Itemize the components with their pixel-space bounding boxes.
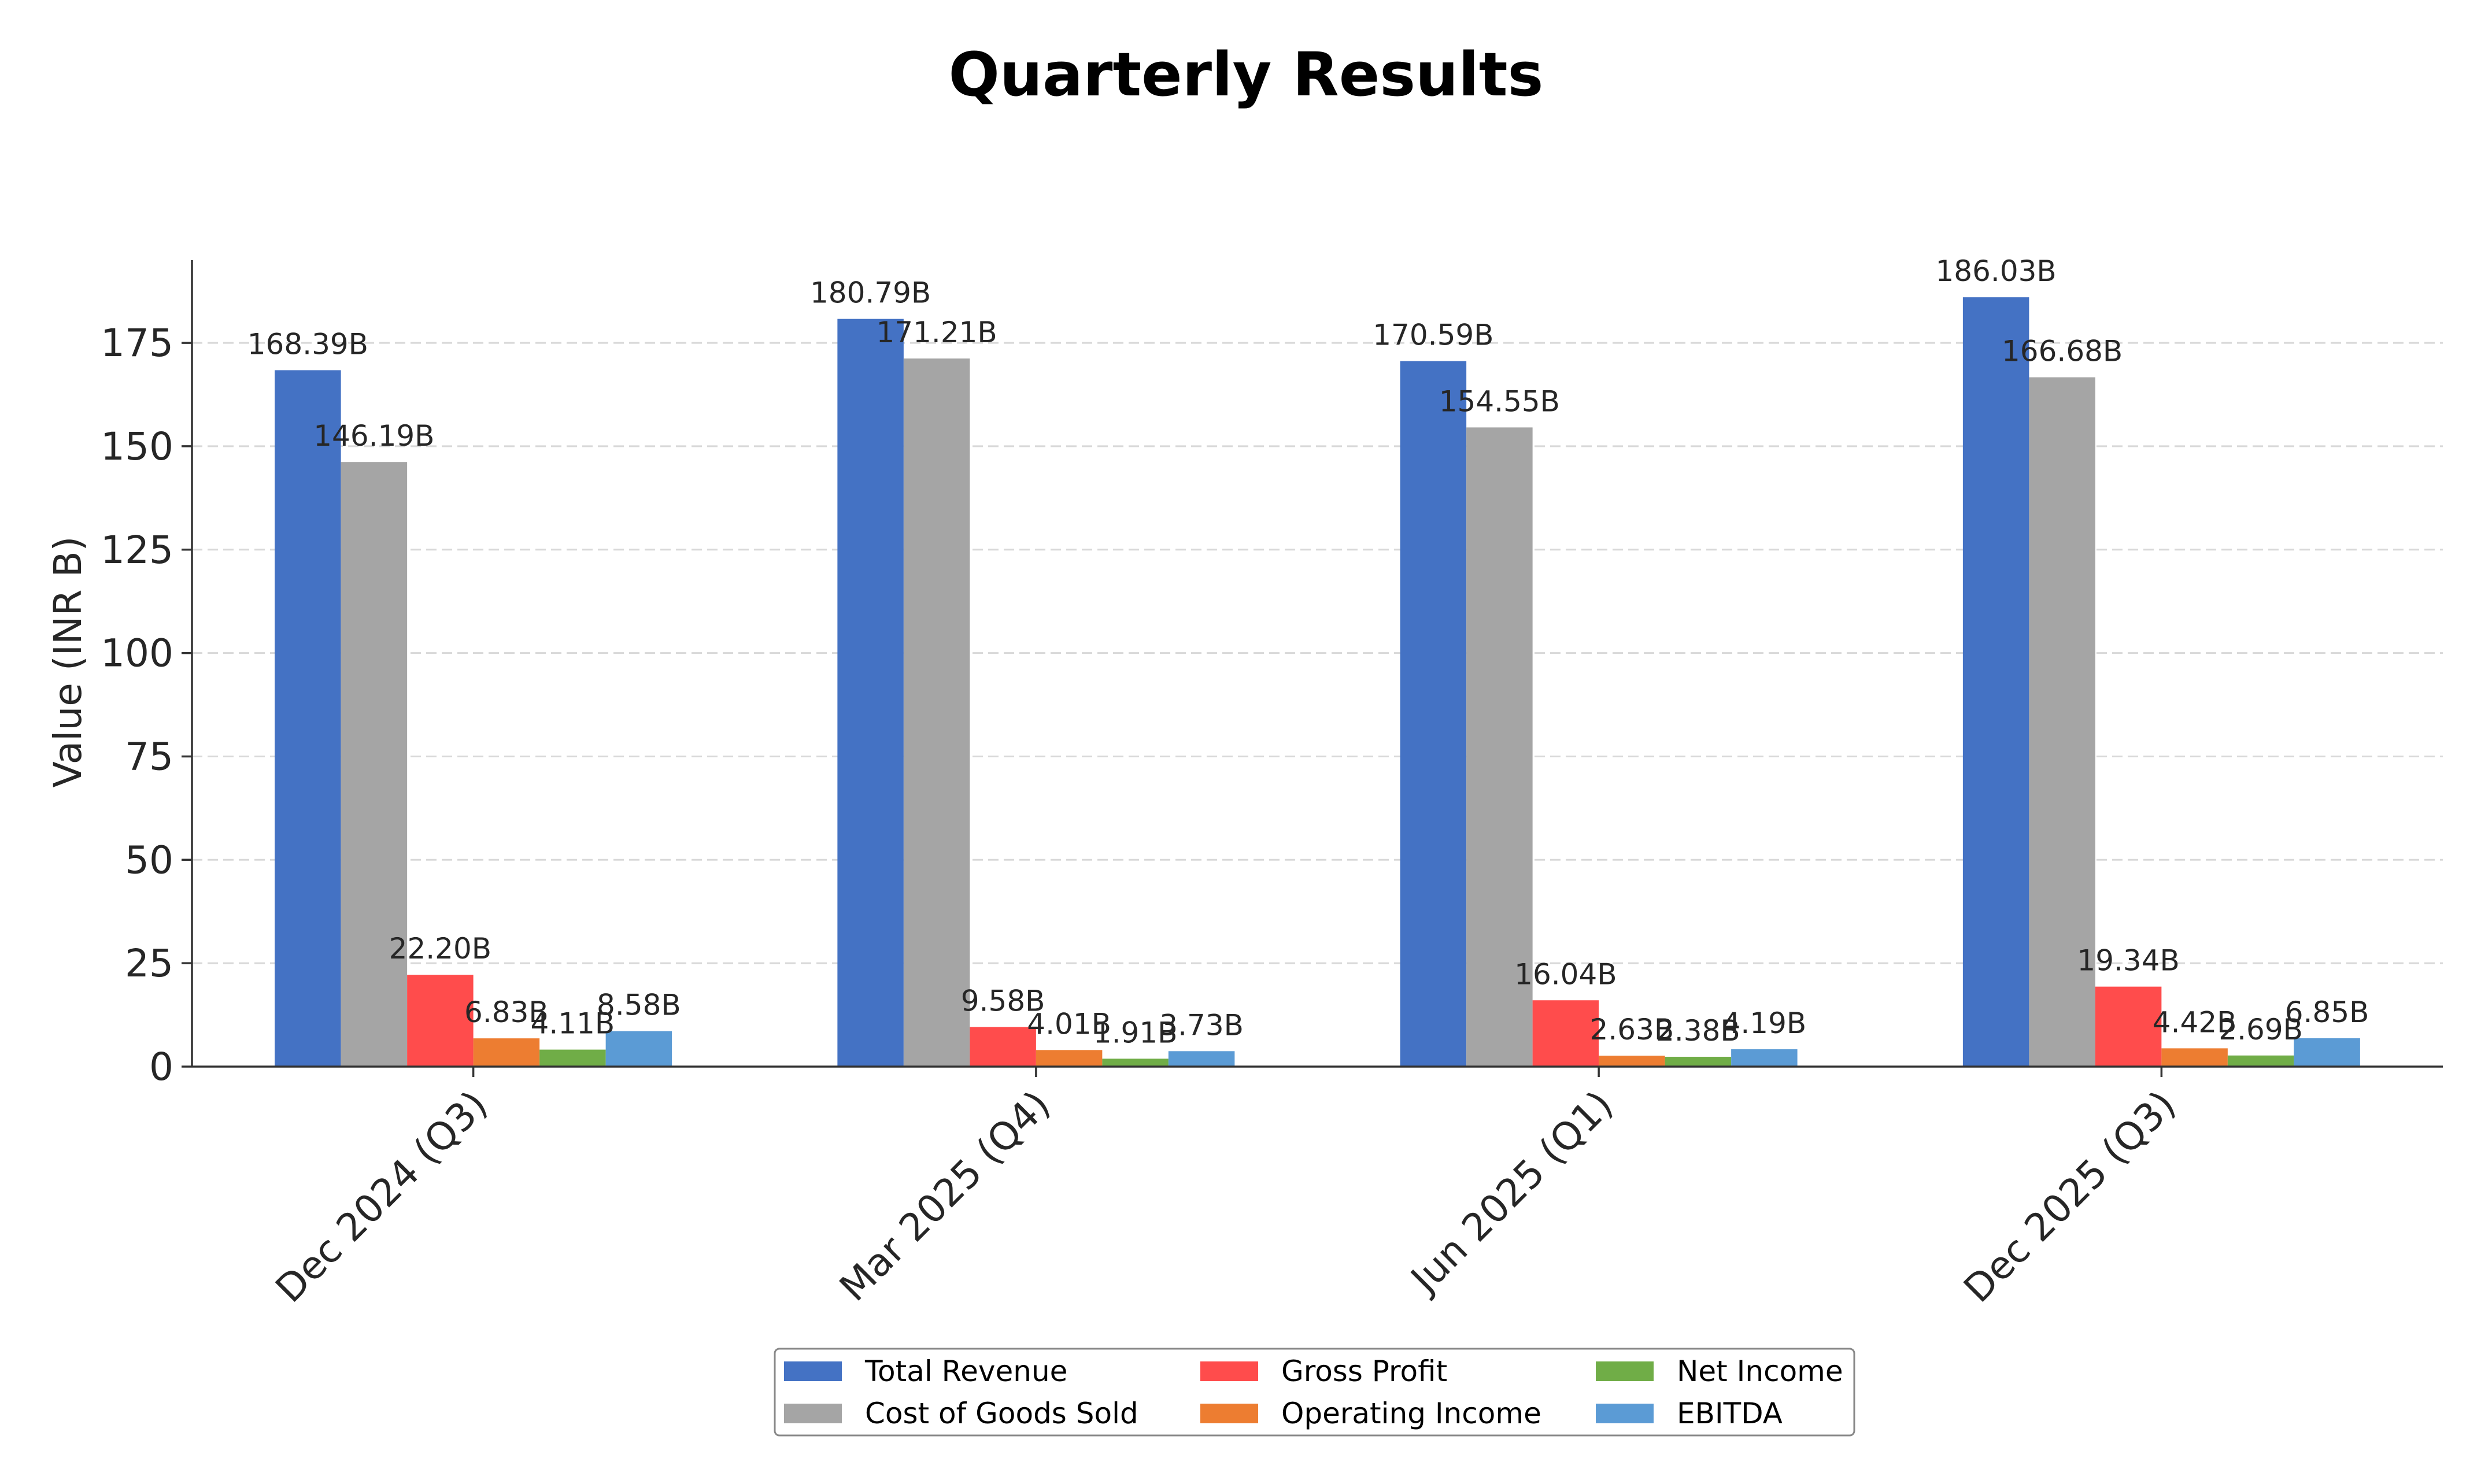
legend-swatch-cost-of-goods-sold <box>784 1404 842 1423</box>
data-label: 168.39B <box>247 327 368 361</box>
y-tick-label: 25 <box>125 941 173 986</box>
x-tick-label: Dec 2024 (Q3) <box>267 1082 496 1311</box>
legend-box <box>774 1348 1855 1437</box>
data-label: 6.83B <box>464 995 549 1029</box>
legend-swatch-gross-profit <box>1200 1361 1258 1381</box>
data-label: 4.01B <box>1027 1007 1111 1041</box>
legend-label-net-income: Net Income <box>1677 1355 1843 1388</box>
bar-gross-profit <box>1532 1000 1599 1067</box>
y-tick-label: 75 <box>125 734 173 779</box>
bar-total-revenue <box>275 370 341 1067</box>
bar-ebitda <box>605 1031 672 1067</box>
data-label: 171.21B <box>876 316 997 349</box>
data-label: 4.42B <box>2153 1005 2237 1039</box>
data-label: 6.85B <box>2285 995 2369 1029</box>
bar-gross-profit <box>970 1027 1036 1067</box>
bar-ebitda <box>1168 1051 1235 1067</box>
data-label: 4.19B <box>1722 1006 1807 1040</box>
legend-swatch-operating-income <box>1200 1404 1258 1423</box>
bar-operating-income <box>1036 1050 1103 1067</box>
bar-total-revenue <box>1400 361 1467 1067</box>
y-tick-label: 100 <box>101 631 173 676</box>
legend-swatch-ebitda <box>1596 1404 1654 1423</box>
bars <box>275 297 2360 1067</box>
legend-label-cost-of-goods-sold: Cost of Goods Sold <box>865 1397 1138 1430</box>
data-label: 186.03B <box>1935 254 2056 288</box>
bar-operating-income <box>2161 1048 2228 1067</box>
bar-net-income <box>1102 1059 1169 1067</box>
bar-cost-of-goods-sold <box>1466 427 1533 1067</box>
bar-net-income <box>539 1049 606 1067</box>
grid-lines <box>192 342 2443 964</box>
y-tick-label: 175 <box>101 321 173 365</box>
bar-total-revenue <box>1962 297 2029 1067</box>
bar-cost-of-goods-sold <box>341 462 408 1067</box>
legend-label-operating-income: Operating Income <box>1281 1397 1541 1430</box>
data-label: 19.34B <box>2077 944 2179 978</box>
x-tick-label: Dec 2025 (Q3) <box>1955 1082 2184 1311</box>
y-tick-label: 125 <box>101 528 173 572</box>
legend-label-gross-profit: Gross Profit <box>1281 1355 1447 1388</box>
data-label: 166.68B <box>2002 335 2123 368</box>
y-axis-label: Value (INR B) <box>46 536 90 788</box>
bar-ebitda <box>2294 1038 2360 1067</box>
y-tick-label: 0 <box>149 1045 173 1089</box>
bar-net-income <box>1665 1056 1732 1067</box>
axes <box>182 260 2443 1077</box>
data-label: 170.59B <box>1373 319 1493 352</box>
legend-swatch-net-income <box>1596 1361 1654 1381</box>
bar-cost-of-goods-sold <box>2029 377 2095 1067</box>
data-label: 16.04B <box>1514 957 1617 991</box>
bar-gross-profit <box>407 975 474 1067</box>
data-label: 2.38B <box>1656 1014 1740 1048</box>
bar-cost-of-goods-sold <box>903 358 970 1067</box>
data-label: 2.69B <box>2219 1013 2303 1046</box>
legend-label-ebitda: EBITDA <box>1677 1397 1783 1430</box>
bar-total-revenue <box>837 319 904 1067</box>
data-label: 146.19B <box>313 419 434 453</box>
y-tick-label: 50 <box>125 838 173 882</box>
bar-ebitda <box>1731 1049 1798 1067</box>
data-label: 8.58B <box>597 989 681 1022</box>
bar-net-income <box>2227 1055 2294 1067</box>
data-label: 180.79B <box>810 276 931 310</box>
bar-gross-profit <box>2095 986 2162 1067</box>
data-label: 9.58B <box>961 984 1045 1017</box>
chart-title: Quarterly Results <box>949 39 1544 110</box>
data-label: 2.63B <box>1590 1013 1674 1046</box>
x-tick-label: Jun 2025 (Q1) <box>1401 1082 1621 1302</box>
data-label: 4.11B <box>531 1007 615 1041</box>
data-label: 154.55B <box>1439 384 1560 418</box>
data-label: 22.20B <box>389 932 491 965</box>
bar-operating-income <box>473 1038 540 1067</box>
data-label: 1.91B <box>1093 1016 1178 1049</box>
legend-swatch-total-revenue <box>784 1361 842 1381</box>
legend: Total Revenue Cost of Goods Sold Gross Pro… <box>774 1348 1855 1437</box>
y-tick-label: 150 <box>101 424 173 469</box>
x-tick-label: Mar 2025 (Q4) <box>831 1082 1059 1310</box>
tick-labels: 0 25 50 75 100 125 150 175 Dec 2024 (Q3) Mar 2025… <box>101 321 2184 1311</box>
bar-operating-income <box>1599 1056 1665 1067</box>
data-label: 3.73B <box>1159 1008 1244 1042</box>
legend-label-total-revenue: Total Revenue <box>864 1355 1067 1388</box>
